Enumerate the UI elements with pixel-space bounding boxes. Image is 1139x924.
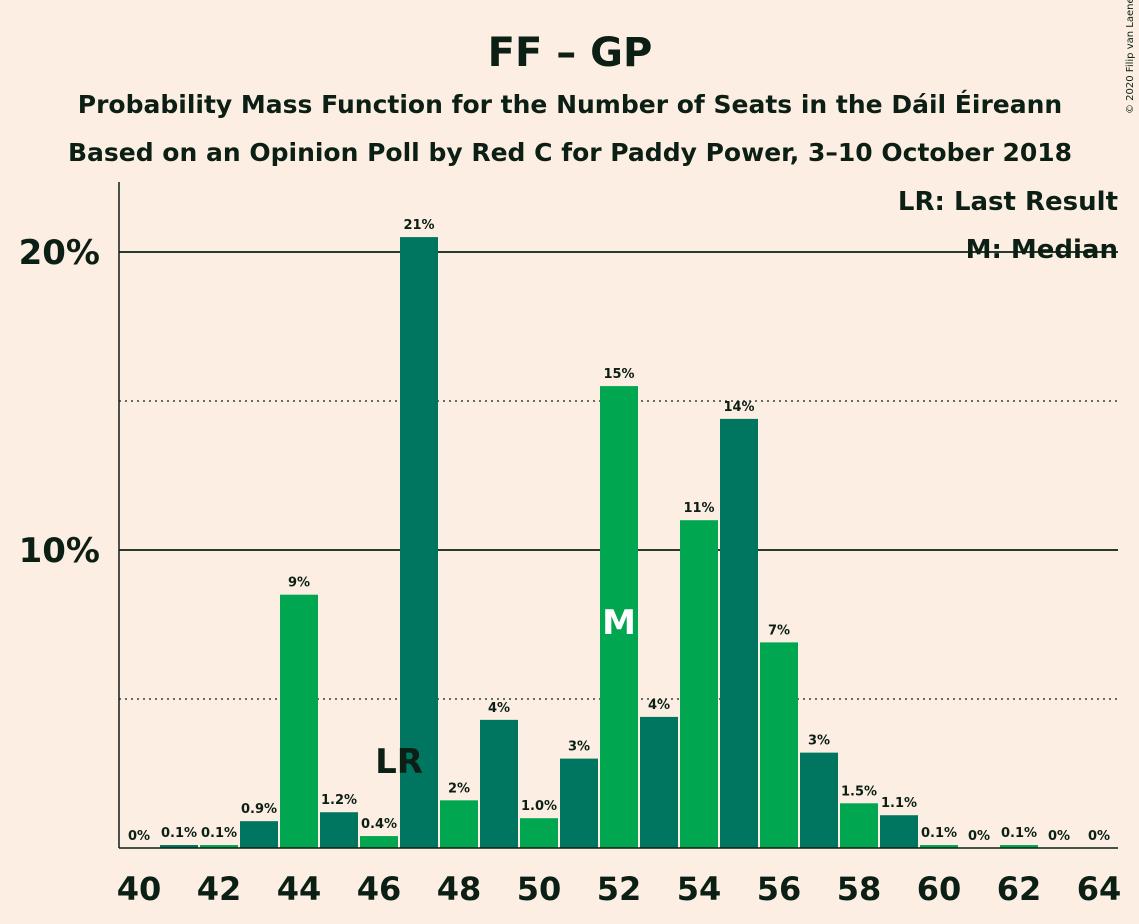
data-label-seat-59: 1.1% [881, 796, 917, 811]
y-tick-label-10: 10% [19, 531, 100, 571]
data-label-seat-45: 1.2% [321, 793, 357, 808]
copyright-notice: © 2020 Filip van Laenen [1125, 0, 1136, 114]
bar-seat-62 [1000, 845, 1038, 848]
data-label-seat-55: 14% [723, 400, 754, 415]
data-label-seat-47: 21% [403, 218, 434, 233]
x-tick-label-40: 40 [117, 870, 162, 908]
bar-seat-51 [560, 758, 598, 848]
data-label-seat-63: 0% [1048, 829, 1070, 844]
data-label-seat-50: 1.0% [521, 799, 557, 814]
legend-last-result: LR: Last Result [898, 187, 1118, 217]
x-tick-label-50: 50 [517, 870, 562, 908]
data-label-seat-42: 0.1% [201, 826, 237, 841]
data-label-seat-46: 0.4% [361, 817, 397, 832]
chart-subtitle-method: Probability Mass Function for the Number… [78, 90, 1062, 119]
bar-seat-49 [480, 719, 518, 848]
x-tick-label-64: 64 [1077, 870, 1122, 908]
data-label-seat-61: 0% [968, 829, 990, 844]
chart-title: FF – GP [488, 30, 653, 76]
data-label-seat-60: 0.1% [921, 826, 957, 841]
bar-seat-48 [440, 800, 478, 848]
bar-seat-57 [800, 752, 838, 848]
x-tick-label-42: 42 [197, 870, 242, 908]
bar-seat-50 [520, 818, 558, 848]
x-tick-label-56: 56 [757, 870, 802, 908]
x-tick-label-46: 46 [357, 870, 402, 908]
bar-seat-52 [600, 386, 638, 848]
y-tick-labels: 10% 20% [19, 233, 100, 571]
x-tick-label-60: 60 [917, 870, 962, 908]
data-label-seat-58: 1.5% [841, 784, 877, 799]
x-tick-label-44: 44 [277, 870, 322, 908]
bar-seat-41 [160, 845, 198, 848]
bar-seat-53 [640, 716, 678, 848]
y-tick-label-20: 20% [19, 233, 100, 273]
data-label-seat-56: 7% [768, 623, 790, 638]
x-tick-label-52: 52 [597, 870, 642, 908]
data-label-seat-41: 0.1% [161, 826, 197, 841]
legend-median: M: Median [966, 235, 1118, 265]
median-marker: M [602, 603, 636, 643]
last-result-marker: LR [375, 742, 423, 782]
data-label-seat-48: 2% [448, 781, 470, 796]
data-label-seat-51: 3% [568, 740, 590, 755]
bar-seat-59 [880, 815, 918, 848]
bar-seat-45 [320, 812, 358, 848]
bar-seat-56 [760, 642, 798, 848]
bar-seat-44 [280, 594, 318, 848]
data-label-seat-40: 0% [128, 829, 150, 844]
bar-seat-54 [680, 520, 718, 848]
bar-seat-58 [840, 803, 878, 848]
x-tick-labels: 40 42 44 46 48 50 52 54 56 58 60 62 64 [117, 870, 1122, 908]
x-tick-label-48: 48 [437, 870, 482, 908]
bar-seat-47 [400, 237, 438, 849]
data-label-seat-52: 15% [603, 367, 634, 382]
bars-group [160, 237, 1038, 849]
data-label-seat-64: 0% [1088, 829, 1110, 844]
bar-seat-43 [240, 821, 278, 848]
data-label-seat-43: 0.9% [241, 802, 277, 817]
data-label-seat-53: 4% [648, 698, 670, 713]
x-tick-label-58: 58 [837, 870, 882, 908]
chart-subtitle-poll: Based on an Opinion Poll by Red C for Pa… [68, 138, 1072, 167]
data-label-seat-44: 9% [288, 576, 310, 591]
data-label-seat-57: 3% [808, 734, 830, 749]
bar-seat-46 [360, 836, 398, 848]
data-label-seat-54: 11% [683, 501, 714, 516]
data-label-seat-49: 4% [488, 701, 510, 716]
bar-seat-55 [720, 418, 758, 848]
data-labels-group: 0% 0.1% 0.1% 0.9% 9% 1.2% 0.4% 21% 2% 4% 1.0% 3% 15%… [128, 218, 1110, 844]
x-tick-label-62: 62 [997, 870, 1042, 908]
bar-seat-60 [920, 845, 958, 848]
bar-seat-42 [200, 845, 238, 848]
data-label-seat-62: 0.1% [1001, 826, 1037, 841]
x-tick-label-54: 54 [677, 870, 722, 908]
